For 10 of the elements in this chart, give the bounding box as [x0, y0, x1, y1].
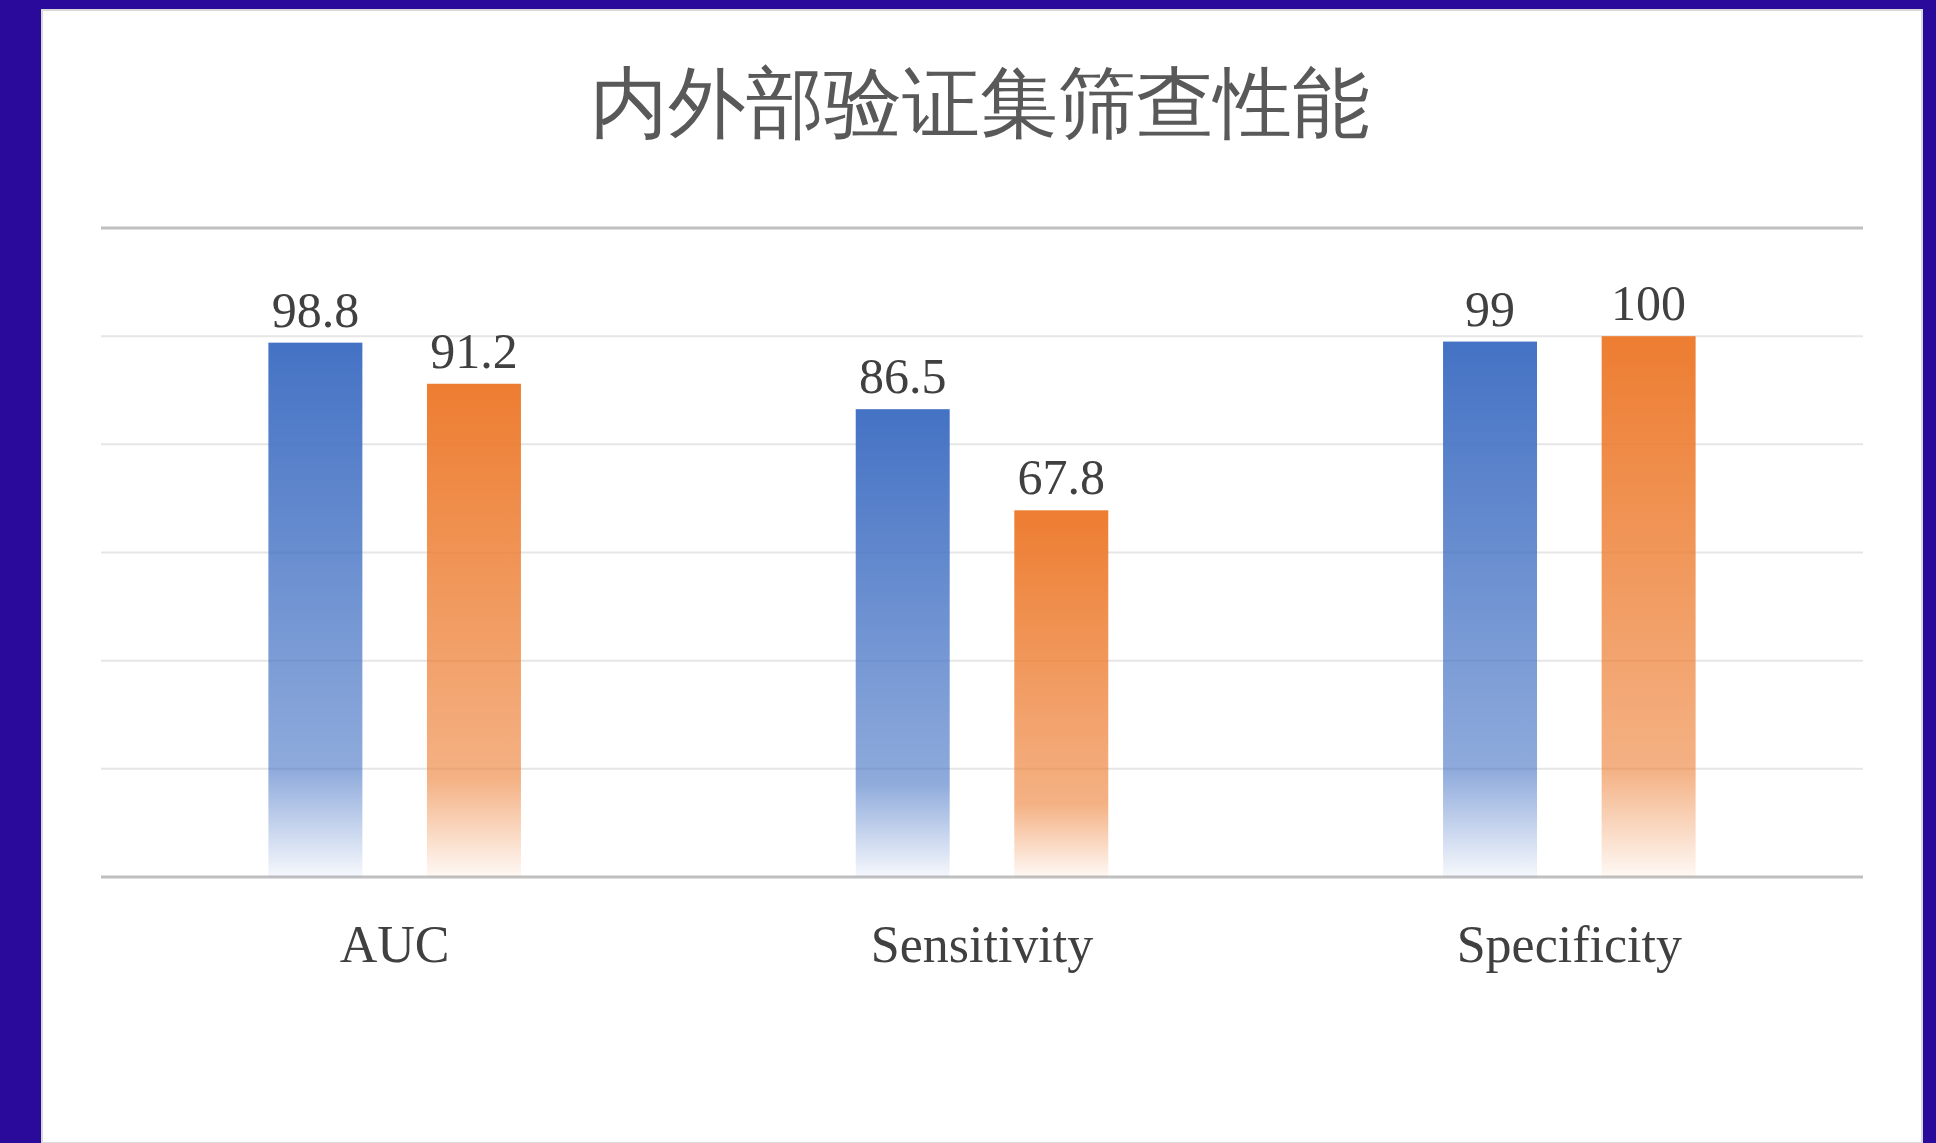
data-label: 86.5	[858, 348, 947, 405]
chart-title: 内外部验证集筛查性能	[590, 58, 1370, 148]
data-label: 91.2	[430, 322, 518, 379]
x-tick-label: AUC	[339, 916, 450, 973]
data-label: 100	[1611, 275, 1687, 332]
data-label: 67.8	[1017, 449, 1106, 506]
data-label: 98.8	[271, 281, 360, 338]
x-tick-label: Sensitivity	[870, 916, 1094, 973]
x-tick-label: Specificity	[1456, 916, 1682, 973]
data-label: 99	[1465, 280, 1516, 337]
